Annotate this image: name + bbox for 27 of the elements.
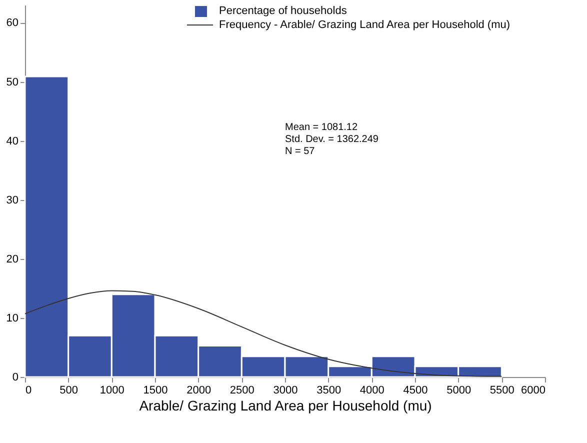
annotation: Mean = 1081.12 bbox=[285, 122, 358, 133]
x-tick-label: 500 bbox=[60, 384, 78, 396]
x-tick-label: 5500 bbox=[490, 384, 514, 396]
x-tick-label: 3000 bbox=[273, 384, 298, 396]
legend-label: Percentage of households bbox=[219, 5, 348, 17]
x-tick-label: 2500 bbox=[230, 384, 254, 396]
x-tick-label: 3500 bbox=[316, 384, 342, 396]
annotation: N = 57 bbox=[285, 146, 316, 157]
y-tick-label: 10 bbox=[6, 312, 18, 324]
y-tick-label: 60 bbox=[6, 17, 18, 30]
legend-label: Frequency - Arable/ Grazing Land Area per Household (mu) bbox=[219, 19, 510, 31]
x-tick-label: 4000 bbox=[360, 384, 384, 396]
line-series bbox=[24, 290, 502, 377]
x-axis-title: Arable/ Grazing Land Area per Household (mu) bbox=[139, 398, 432, 414]
y-tick-label: 20 bbox=[6, 253, 18, 266]
x-tick-label: 1500 bbox=[143, 384, 168, 396]
annotation: Std. Dev. = 1362.249 bbox=[285, 134, 379, 145]
y-tick-label: 30 bbox=[6, 194, 18, 206]
x-tick-label: 0 bbox=[26, 384, 32, 396]
x-tick-label: 6000 bbox=[521, 384, 546, 396]
y-tick-label: 50 bbox=[6, 76, 18, 88]
x-tick-label: 5000 bbox=[446, 384, 472, 396]
y-tick-label: 40 bbox=[6, 135, 18, 148]
x-tick-label: 1000 bbox=[100, 384, 124, 396]
y-tick-label: 0 bbox=[12, 372, 18, 384]
x-tick-label: 2000 bbox=[186, 384, 212, 396]
x-tick-label: 4500 bbox=[403, 384, 428, 396]
